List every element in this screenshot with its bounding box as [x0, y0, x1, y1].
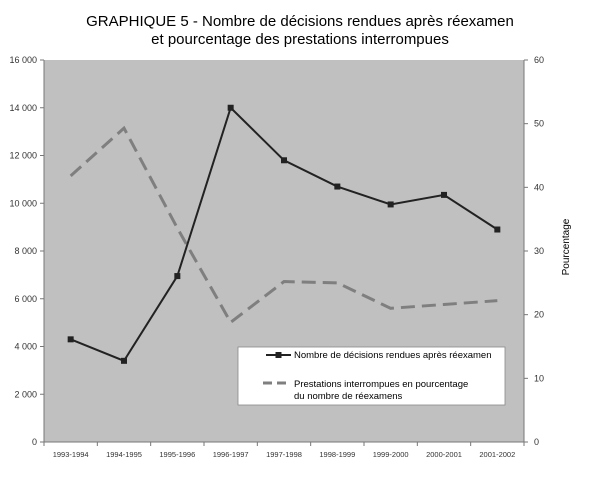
- legend: Nombre de décisions rendues après réexam…: [237, 346, 506, 406]
- right-tick-label: 10: [534, 373, 544, 383]
- right-tick-label: 30: [534, 246, 544, 256]
- left-tick-label: 10 000: [9, 198, 37, 208]
- left-axis: 0 2 000 4 000 6 000 8 000 10 000 12 000 14 000 1…: [9, 55, 45, 447]
- left-tick-label: 8 000: [14, 246, 37, 256]
- right-axis: 0 10 20 30 40 50 60: [523, 55, 544, 447]
- data-point-decisions: [387, 201, 394, 208]
- data-point-decisions: [494, 226, 501, 233]
- left-tick-label: 16 000: [9, 55, 37, 65]
- data-point-decisions: [441, 191, 447, 198]
- data-point-decisions: [281, 157, 287, 164]
- right-tick-label: 0: [534, 437, 539, 447]
- legend-label-interrompues-line-2: du nombre de réexamens: [294, 391, 403, 402]
- x-axis: 1993-1994 1994-1995 1995-1996 1996-1997 1997…: [43, 441, 525, 459]
- x-tick-label: 2000-2001: [426, 450, 462, 459]
- left-tick-label: 2 000: [14, 389, 37, 399]
- x-tick-label: 1996-1997: [213, 450, 249, 459]
- x-tick-label: 1998-1999: [319, 450, 355, 459]
- chart-title-line-2: et pourcentage des prestations interromp…: [151, 31, 449, 48]
- data-point-decisions: [227, 104, 234, 111]
- legend-box: [237, 346, 506, 406]
- right-tick-label: 60: [534, 55, 544, 65]
- legend-label-decisions: Nombre de décisions rendues après réexam…: [294, 350, 492, 361]
- x-tick-label: 1993-1994: [53, 450, 89, 459]
- series-line-interrompues: [69, 125, 498, 325]
- data-point-decisions: [174, 273, 181, 280]
- data-point-decisions: [67, 336, 74, 343]
- left-tick-label: 0: [32, 437, 37, 447]
- x-tick-label: 1995-1996: [159, 450, 195, 459]
- right-tick-label: 20: [534, 310, 544, 320]
- left-tick-label: 12 000: [9, 151, 37, 161]
- series-layer: [67, 104, 501, 364]
- data-point-decisions: [334, 183, 341, 190]
- left-tick-label: 14 000: [9, 103, 37, 113]
- x-tick-label: 1994-1995: [106, 450, 142, 459]
- right-tick-label: 40: [534, 182, 544, 192]
- legend-marker-decisions: [275, 352, 282, 358]
- x-tick-label: 1999-2000: [373, 450, 409, 459]
- data-point-decisions: [121, 357, 127, 364]
- legend-label-interrompues-line-1: Prestations interrompues en pourcentage: [294, 379, 468, 390]
- chart-title-line-1: GRAPHIQUE 5 - Nombre de décisions rendue…: [86, 13, 514, 30]
- x-tick-label: 1997-1998: [266, 450, 302, 459]
- left-tick-label: 6 000: [14, 294, 37, 304]
- x-tick-label: 2001-2002: [479, 450, 515, 459]
- right-axis-label: Pourcentage: [561, 218, 572, 275]
- left-tick-label: 4 000: [14, 342, 37, 352]
- right-tick-label: 50: [534, 119, 544, 129]
